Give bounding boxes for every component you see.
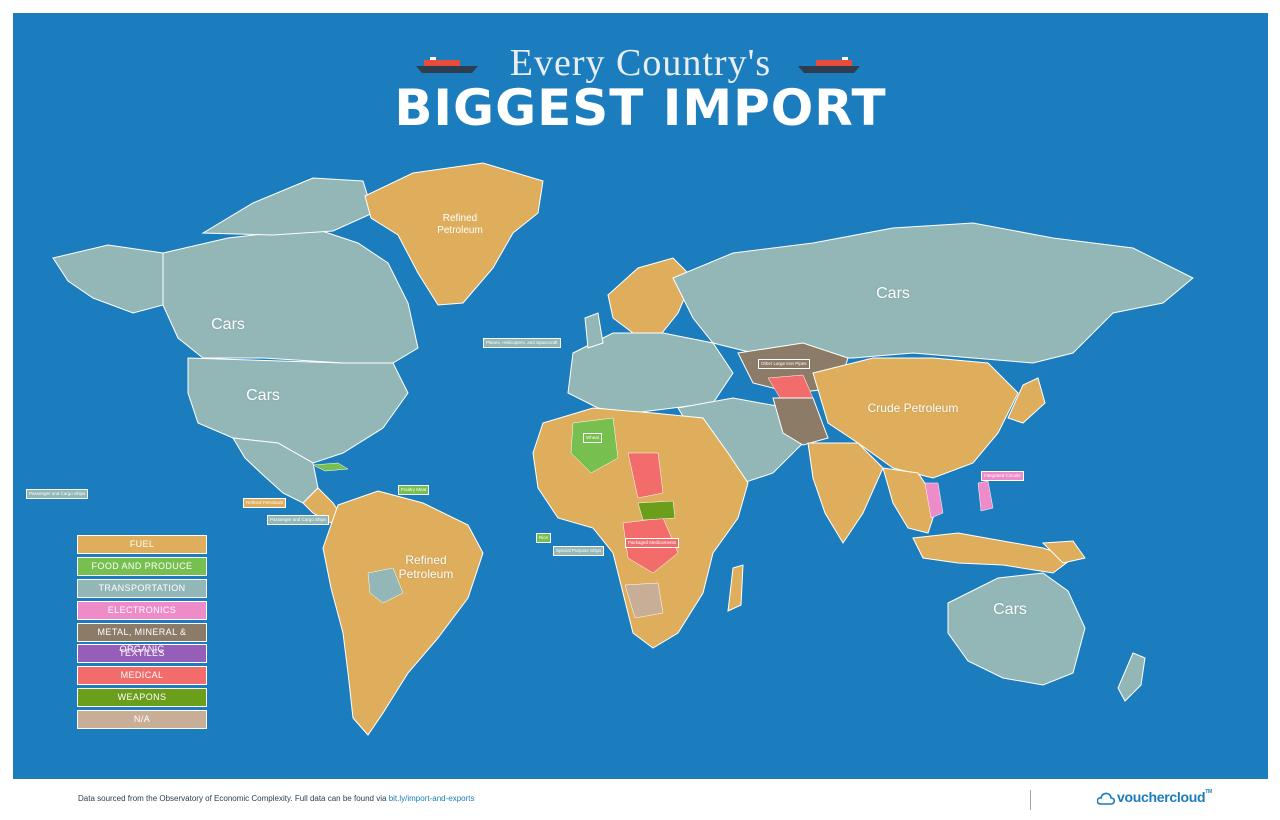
label-usa: Cars bbox=[246, 387, 280, 404]
region-southeast-asia bbox=[882, 467, 939, 534]
region-chad bbox=[627, 452, 664, 499]
title-line2: BIGGEST IMPORT bbox=[394, 79, 887, 137]
region-uk bbox=[584, 312, 604, 349]
tag-other-pipes: Other Large Iron Pipes bbox=[758, 359, 810, 369]
region-southern-africa bbox=[624, 582, 664, 619]
region-scandinavia bbox=[607, 257, 694, 339]
region-usa bbox=[187, 357, 409, 464]
label-china: Crude Petroleum bbox=[867, 401, 959, 415]
legend-item-textiles: TEXTILES bbox=[77, 644, 207, 664]
tag-wheat: Wheat bbox=[583, 433, 603, 443]
tag-refined-petroleum-central-america: Refined Petroleum bbox=[243, 498, 287, 508]
region-philippines bbox=[977, 480, 994, 512]
label-brazil-line2: Petroleum bbox=[398, 567, 454, 581]
map-frame: Every Country's BIGGEST IMPORT Refined P… bbox=[13, 13, 1268, 779]
region-indonesia bbox=[912, 532, 1075, 574]
region-bolivia bbox=[367, 567, 404, 604]
region-cuba bbox=[312, 462, 349, 472]
label-canada: Cars bbox=[211, 316, 245, 333]
brand-tm: TM bbox=[1205, 789, 1212, 795]
region-japan bbox=[1007, 377, 1046, 424]
label-greenland: Refined Petroleum bbox=[425, 213, 495, 237]
cargo-ship-left-icon bbox=[416, 57, 478, 73]
legend: FUEL FOOD AND PRODUCE TRANSPORTATION ELE… bbox=[77, 535, 207, 732]
label-brazil: Refined Petroleum bbox=[386, 553, 466, 581]
footer-divider bbox=[1030, 790, 1031, 810]
tag-special-purpose-ships: Special Purpose Ships bbox=[553, 546, 605, 556]
tag-planes: Planes, Helicopters, and Spacecraft bbox=[483, 338, 561, 348]
legend-item-weapons: WEAPONS bbox=[77, 688, 207, 708]
region-greenland bbox=[364, 162, 544, 306]
cloud-icon bbox=[1097, 792, 1115, 805]
region-alaska bbox=[52, 244, 179, 314]
region-papua bbox=[1041, 540, 1086, 564]
tag-passenger-ships-caribbean: Passenger and Cargo Ships bbox=[267, 515, 330, 525]
legend-item-electronics: ELECTRONICS bbox=[77, 600, 207, 620]
label-brazil-line1: Refined bbox=[405, 553, 447, 567]
region-india bbox=[807, 442, 884, 544]
region-madagascar bbox=[727, 564, 744, 612]
region-south-sudan bbox=[637, 500, 676, 521]
cargo-ship-right-icon bbox=[798, 57, 860, 73]
footer-source-text: Data sourced from the Observatory of Eco… bbox=[78, 794, 387, 803]
tag-poultry-meat: Poultry Meat bbox=[398, 485, 430, 495]
brand-name: vouchercloud bbox=[1117, 789, 1206, 805]
footer-source: Data sourced from the Observatory of Eco… bbox=[78, 794, 475, 803]
region-canada-islands bbox=[201, 177, 374, 236]
region-iran bbox=[772, 397, 829, 446]
legend-item-medical: MEDICAL bbox=[77, 666, 207, 686]
tag-integrated-circuits: Integrated Circuits bbox=[981, 471, 1024, 481]
brand-logo[interactable]: vouchercloudTM bbox=[1097, 789, 1212, 805]
legend-item-fuel: FUEL bbox=[77, 535, 207, 554]
label-russia: Cars bbox=[876, 285, 910, 302]
tag-passenger-ships-pacific: Passenger and Cargo Ships bbox=[26, 489, 89, 499]
world-map bbox=[52, 162, 1194, 736]
footer: Data sourced from the Observatory of Eco… bbox=[0, 779, 1280, 820]
region-china bbox=[812, 357, 1019, 479]
label-australia: Cars bbox=[993, 601, 1027, 618]
footer-link[interactable]: bit.ly/import-and-exports bbox=[388, 794, 475, 803]
tag-rice: Rice bbox=[536, 533, 552, 543]
region-algeria bbox=[570, 417, 619, 474]
legend-item-na: N/A bbox=[77, 710, 207, 730]
label-greenland-line2: Petroleum bbox=[437, 225, 483, 236]
legend-item-metal: METAL, MINERAL & ORGANIC bbox=[77, 622, 207, 654]
legend-item-food: FOOD AND PRODUCE bbox=[77, 556, 207, 576]
legend-item-transportation: TRANSPORTATION bbox=[77, 578, 207, 598]
region-australia bbox=[947, 572, 1086, 686]
region-south-america bbox=[322, 490, 484, 736]
region-russia bbox=[672, 222, 1194, 364]
region-canada bbox=[162, 227, 419, 364]
title-line1: Every Country's bbox=[509, 42, 772, 84]
label-greenland-line1: Refined bbox=[442, 213, 478, 224]
region-new-zealand bbox=[1117, 652, 1146, 702]
region-vietnam bbox=[924, 482, 944, 519]
tag-packaged-medicaments: Packaged Medicaments bbox=[625, 538, 680, 548]
